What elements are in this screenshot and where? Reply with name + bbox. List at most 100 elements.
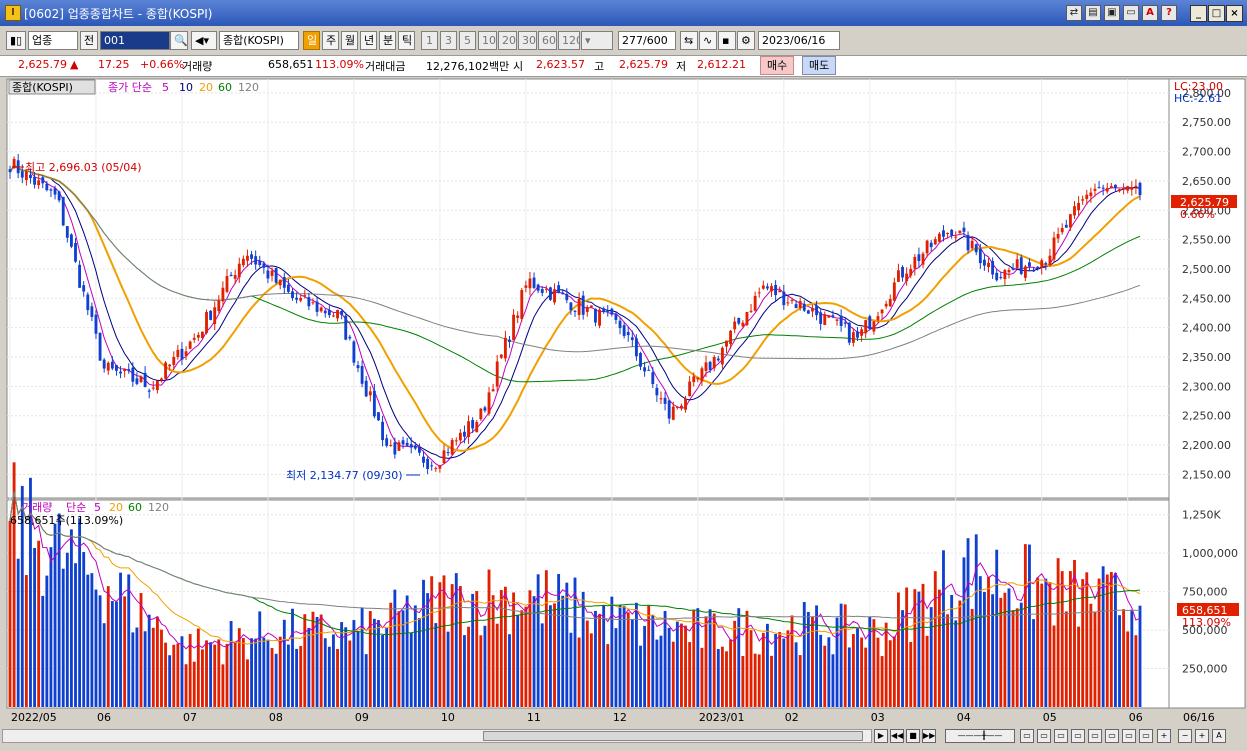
interval-5[interactable]: 5 (459, 31, 476, 50)
candle-body (544, 288, 548, 290)
layout-icon-2[interactable]: ▭ (1037, 729, 1051, 743)
candle-body (937, 233, 941, 242)
interval-10[interactable]: 10 (478, 31, 497, 50)
sell-button[interactable]: 매도 (802, 56, 837, 75)
speaker-icon[interactable]: ◀▾ (191, 31, 217, 50)
candle-body (663, 397, 667, 404)
candle-body (962, 227, 966, 232)
count-field[interactable]: 277/600 (618, 31, 676, 50)
candle-body (344, 315, 348, 340)
indicator-icon[interactable]: ∿ (699, 31, 717, 50)
volume-bar (377, 620, 380, 707)
chart-area[interactable]: 2,800.002,750.002,700.002,650.002,600.00… (0, 77, 1247, 727)
volume-bar (1130, 609, 1134, 707)
candle-body (323, 310, 327, 314)
volume-box-pct: 113.09% (1182, 616, 1231, 629)
period-year[interactable]: 년 (360, 31, 377, 50)
candle-body (557, 285, 561, 293)
text-icon[interactable]: A (1212, 729, 1226, 743)
candle-body (450, 440, 454, 455)
disk-icon[interactable]: ▪ (718, 31, 736, 50)
font-icon[interactable]: A (1142, 5, 1158, 21)
stop-icon[interactable]: ■ (906, 729, 920, 743)
price-ma-line (9, 164, 1141, 452)
zoom-out-icon[interactable]: − (1178, 729, 1192, 743)
interval-3[interactable]: 3 (440, 31, 457, 50)
price-tick-label: 2,200.00 (1182, 439, 1231, 452)
volume-bar (20, 485, 24, 707)
zoom-slider[interactable]: ———╫—— (945, 729, 1015, 743)
scroll-thumb[interactable] (483, 731, 863, 741)
volume-bar (712, 613, 716, 707)
volume-value: 658,651 (268, 58, 314, 71)
candle-body (602, 308, 606, 313)
code-input[interactable]: 001 (100, 31, 170, 50)
help-icon[interactable]: ? (1161, 5, 1177, 21)
candle-body (278, 279, 282, 286)
candle-body (446, 451, 450, 454)
interval-20[interactable]: 20 (498, 31, 517, 50)
price-ma-line (9, 164, 1141, 459)
link-icon[interactable]: ⇄ (1066, 5, 1082, 21)
volume-bar (884, 622, 888, 707)
layout-icon-5[interactable]: ▭ (1088, 729, 1102, 743)
volume-bar (819, 634, 823, 707)
rewind-icon[interactable]: ◀◀ (890, 729, 904, 743)
candle-body (622, 325, 626, 336)
volume-bar (585, 620, 589, 707)
candle-body (1023, 266, 1027, 278)
volume-bar (520, 610, 524, 707)
interval-60[interactable]: 60 (538, 31, 557, 50)
close-button[interactable]: × (1226, 5, 1243, 22)
date-field[interactable]: 2023/06/16 (758, 31, 840, 50)
period-minute[interactable]: 분 (379, 31, 396, 50)
layout-icon-4[interactable]: ▭ (1071, 729, 1085, 743)
minimize-button[interactable]: _ (1190, 5, 1207, 22)
buy-button[interactable]: 매수 (760, 56, 795, 75)
price-box (1171, 195, 1237, 208)
interval-30[interactable]: 30 (518, 31, 537, 50)
volume-bar (982, 591, 986, 707)
interval-select[interactable]: ▾ (581, 31, 613, 50)
candle-body (311, 302, 315, 304)
layout-icon-3[interactable]: ▭ (1054, 729, 1068, 743)
period-week[interactable]: 주 (322, 31, 339, 50)
volume-bar (549, 605, 552, 707)
settings-icon[interactable]: ⚙ (737, 31, 755, 50)
next-icon[interactable]: ▶ (874, 729, 888, 743)
candle-body (843, 322, 847, 324)
prev-button[interactable]: 전 (80, 31, 98, 50)
horizontal-scrollbar[interactable] (2, 729, 872, 743)
volume-bar (221, 664, 225, 707)
candle-body (274, 268, 278, 283)
screen-icon[interactable]: ▭ (1123, 5, 1139, 21)
layout-icon-7[interactable]: ▭ (1122, 729, 1136, 743)
candle-body (98, 332, 102, 361)
save-icon[interactable]: ▣ (1104, 5, 1120, 21)
layout-icon-8[interactable]: ▭ (1139, 729, 1153, 743)
layout-icon-6[interactable]: ▭ (1105, 729, 1119, 743)
period-month[interactable]: 월 (341, 31, 358, 50)
search-icon[interactable]: 🔍 (170, 31, 188, 50)
volume-bar (430, 576, 434, 707)
volume-bar (479, 635, 483, 707)
candle-body (864, 320, 868, 334)
chart-type-icon[interactable]: ▮▯ (6, 31, 26, 50)
volume-bar (675, 621, 679, 707)
plus-icon[interactable]: + (1195, 729, 1209, 743)
volume-bar (569, 632, 573, 707)
period-tick[interactable]: 틱 (398, 31, 415, 50)
interval-1[interactable]: 1 (421, 31, 438, 50)
layout-icon-1[interactable]: ▭ (1020, 729, 1034, 743)
category-select[interactable]: 업종 (28, 31, 78, 50)
maximize-button[interactable]: □ (1208, 5, 1225, 22)
name-field[interactable]: 종합(KOSPI) (219, 31, 299, 50)
zoom-in-icon[interactable]: + (1157, 729, 1171, 743)
print-icon[interactable]: ▤ (1085, 5, 1101, 21)
arrows-icon[interactable]: ⇆ (680, 31, 698, 50)
volume-bar (1138, 605, 1142, 707)
period-day[interactable]: 일 (303, 31, 320, 50)
interval-120[interactable]: 120 (558, 31, 580, 50)
forward-icon[interactable]: ▶▶ (922, 729, 936, 743)
candle-body (102, 359, 106, 369)
